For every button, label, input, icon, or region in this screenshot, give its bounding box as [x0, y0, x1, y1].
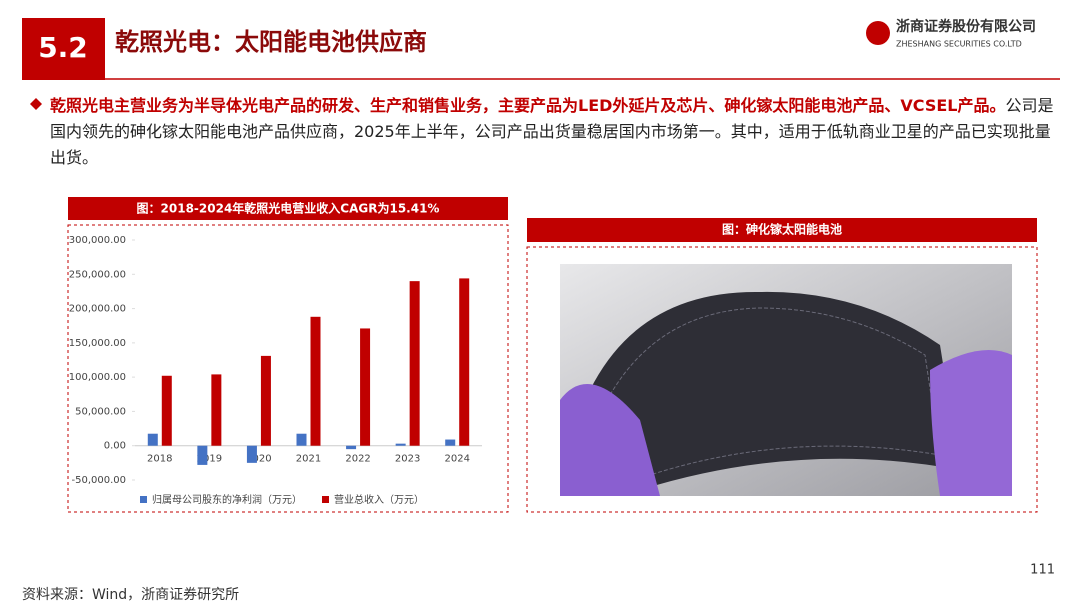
x-tick-label: 2020: [246, 454, 271, 465]
bar: [147, 433, 158, 446]
legend-label: 归属母公司股东的净利润（万元）: [152, 493, 302, 506]
y-tick-label: 0.00: [104, 441, 126, 452]
bar: [360, 328, 371, 446]
legend-swatch: [322, 496, 329, 503]
logo-cn: 浙商证券股份有限公司: [896, 18, 1036, 35]
bar: [409, 281, 420, 446]
y-tick-label: 100,000.00: [69, 372, 126, 383]
bar: [346, 445, 357, 450]
legend-swatch: [140, 496, 147, 503]
image-frame: [526, 246, 1038, 513]
section-block: [22, 18, 105, 80]
bullet-text: 乾照光电主营业务为半导体光电产品的研发、生产和销售业务，主要产品为LED外延片及…: [50, 93, 1060, 171]
bar: [246, 445, 257, 463]
bar: [395, 443, 406, 446]
x-tick-label: 2024: [444, 454, 469, 465]
page-number: 111: [1030, 563, 1055, 578]
bar: [260, 355, 271, 446]
y-tick-label: 300,000.00: [69, 235, 126, 246]
y-tick-label: 150,000.00: [69, 338, 126, 349]
y-tick-label: 50,000.00: [75, 406, 126, 417]
x-tick-label: 2023: [395, 454, 420, 465]
bullet-icon: [30, 98, 42, 110]
chart-title-bar: [68, 197, 508, 220]
bar: [296, 433, 307, 446]
bar: [445, 439, 456, 446]
image-title: 图：砷化镓太阳能电池: [722, 222, 842, 237]
bar: [197, 445, 208, 465]
y-tick-label: -50,000.00: [71, 475, 126, 486]
x-tick-label: 2022: [345, 454, 370, 465]
x-tick-label: 2019: [197, 454, 222, 465]
bar: [459, 278, 470, 446]
source-note: 资料来源：Wind，浙商证券研究所: [22, 587, 239, 603]
logo-en: ZHESHANG SECURITIES CO.LTD: [896, 40, 1022, 49]
bullet-body: 公司是国内领先的砷化镓太阳能电池产品供应商，2025年上半年，公司产品出货量稳居…: [50, 96, 1054, 167]
image-title-bar: [527, 218, 1037, 242]
chart-frame: [67, 224, 509, 513]
legend-label: 营业总收入（万元）: [334, 493, 424, 506]
x-tick-label: 2018: [147, 454, 172, 465]
y-tick-label: 200,000.00: [69, 304, 126, 315]
photo: [560, 264, 1012, 496]
chart-title: 图：2018-2024年乾照光电营业收入CAGR为15.41%: [137, 201, 440, 216]
bullet-bold: 乾照光电主营业务为半导体光电产品的研发、生产和销售业务，主要产品为LED外延片及…: [50, 96, 1006, 115]
section-number: 5.2: [38, 31, 88, 64]
bar: [211, 374, 222, 446]
bar: [161, 375, 172, 446]
y-tick-label: 250,000.00: [69, 269, 126, 280]
x-tick-label: 2021: [296, 454, 321, 465]
bar: [310, 316, 321, 446]
logo-icon: [866, 21, 890, 45]
slide-title: 乾照光电：太阳能电池供应商: [115, 28, 427, 56]
